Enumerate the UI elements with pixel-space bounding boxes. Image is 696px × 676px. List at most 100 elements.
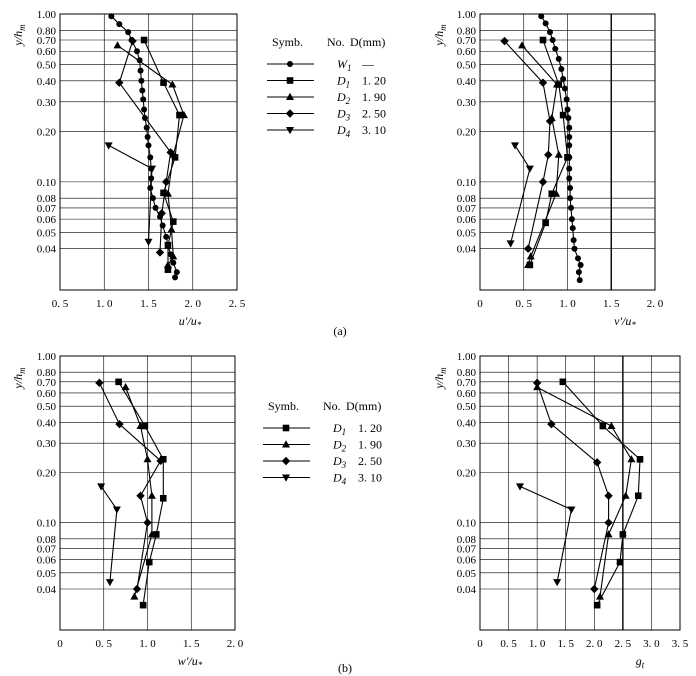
chart-b-left: 0 0. 5 1. 0 1. 5 2. 0 1.00 0.800.700.600.50 0.4… xyxy=(11,351,244,670)
legend-symbol-circle xyxy=(287,61,293,67)
caption-a: (a) xyxy=(333,324,346,338)
data-point-diamond xyxy=(95,378,104,388)
series-line xyxy=(504,40,551,249)
series-line xyxy=(125,387,153,597)
series-line xyxy=(519,485,573,583)
y-tick-label: 0.30 xyxy=(457,438,477,450)
data-point-diamond xyxy=(162,177,171,187)
legend-header-symb: Symb. xyxy=(272,35,303,49)
y-tick-label: 0.10 xyxy=(457,177,477,189)
data-point-triangle-up xyxy=(627,455,636,463)
x-axis-label: gt xyxy=(636,654,645,670)
data-point-circle xyxy=(576,277,583,284)
legend-value: 3. 10 xyxy=(358,471,382,485)
legend-symbol-triangle-up xyxy=(282,440,290,448)
x-tick-label: 1. 0 xyxy=(529,638,546,650)
data-point-circle xyxy=(564,106,571,113)
x-tick-label: 0 xyxy=(477,298,483,310)
data-point-diamond xyxy=(155,248,165,257)
series-line xyxy=(98,382,162,590)
legend-symbol-triangle-down xyxy=(282,474,290,482)
data-point-circle xyxy=(566,124,573,131)
legend-value: 2. 50 xyxy=(362,107,386,121)
data-point-triangle-up xyxy=(553,80,561,88)
y-axis-label: y/hm xyxy=(432,24,448,47)
data-point-circle xyxy=(568,216,575,223)
series-line xyxy=(536,386,632,597)
y-tick-label: 0.80 xyxy=(37,367,57,379)
y-tick-label: 0.04 xyxy=(37,244,57,256)
legend-series-name: D4 xyxy=(332,471,347,487)
y-tick-label: 0.04 xyxy=(457,244,477,256)
data-point-triangle-up xyxy=(518,41,526,49)
y-tick-label: 0.10 xyxy=(37,177,57,189)
x-tick-label: 0. 5 xyxy=(516,298,533,310)
data-point-triangle-up xyxy=(552,189,561,197)
y-tick-label: 0.05 xyxy=(37,568,57,580)
data-point-triangle-down xyxy=(105,579,114,587)
data-point-square xyxy=(140,36,148,44)
series-W1 xyxy=(538,13,584,284)
y-tick-label: 0.80 xyxy=(457,25,477,37)
y-tick-label: 0.04 xyxy=(37,584,57,596)
data-point-square xyxy=(564,154,571,161)
y-tick-label: 0.08 xyxy=(37,534,57,546)
legend-series-name: D4 xyxy=(336,123,351,139)
y-tick-label: 0.20 xyxy=(37,467,57,479)
chart-b-right: 0 0. 5 1. 0 1. 5 2. 0 2. 5 3. 0 3. 5 1.00 0.800.7… xyxy=(432,351,689,670)
legend-value: 2. 50 xyxy=(358,454,382,468)
data-point-triangle-up xyxy=(136,421,145,430)
data-point-circle xyxy=(566,142,573,149)
data-point-circle xyxy=(571,245,578,252)
data-point-circle xyxy=(147,154,154,161)
data-point-triangle-up xyxy=(143,455,152,463)
data-point-square xyxy=(159,495,167,502)
data-point-triangle-down xyxy=(506,240,515,248)
y-tick-label: 0.40 xyxy=(457,417,477,429)
y-tick-label: 0.30 xyxy=(37,438,57,450)
data-point-triangle-up xyxy=(524,260,533,268)
y-tick-label: 0.70 xyxy=(37,35,57,47)
y-tick-label: 0.70 xyxy=(457,377,477,389)
series-D1 xyxy=(559,378,644,609)
y-tick-label: 0.06 xyxy=(457,555,477,567)
data-point-circle xyxy=(147,184,154,191)
y-tick-label: 0.50 xyxy=(457,60,477,72)
data-point-circle xyxy=(542,20,549,27)
y-tick-label: 0.06 xyxy=(457,214,477,226)
legend-symbol-square xyxy=(286,77,294,84)
data-point-square xyxy=(634,492,642,500)
data-point-square xyxy=(160,79,167,86)
data-point-triangle-down xyxy=(112,506,121,514)
y-tick-label: 1.00 xyxy=(37,9,57,21)
x-tick-label: 2. 0 xyxy=(586,638,603,650)
data-point-triangle-down xyxy=(97,483,106,491)
data-point-triangle-up xyxy=(163,189,172,197)
x-tick-label: 1. 5 xyxy=(140,298,157,310)
data-point-triangle-up xyxy=(167,225,176,233)
x-tick-label: 0. 5 xyxy=(52,298,69,310)
legend-value: 1. 20 xyxy=(358,421,382,435)
legend-value: 3. 10 xyxy=(362,123,386,137)
data-point-square xyxy=(145,558,153,566)
series-D1 xyxy=(140,36,183,273)
data-point-triangle-down xyxy=(104,142,113,150)
data-point-circle xyxy=(138,77,145,84)
series-line xyxy=(143,39,181,270)
legend-value: 1. 20 xyxy=(362,74,386,88)
data-point-triangle-down xyxy=(553,579,562,587)
legend-symbol-triangle-down xyxy=(286,127,294,135)
series-D3 xyxy=(115,36,175,257)
series-line xyxy=(117,44,185,266)
data-point-diamond xyxy=(157,209,166,218)
series-D3 xyxy=(500,36,555,253)
data-point-triangle-up xyxy=(169,150,178,158)
y-tick-label: 0.50 xyxy=(37,401,57,413)
data-point-circle xyxy=(145,142,152,149)
x-tick-label: 1. 5 xyxy=(603,298,620,310)
data-point-circle xyxy=(555,55,562,62)
x-tick-label: 2. 5 xyxy=(229,298,246,310)
y-tick-label: 0.60 xyxy=(457,46,477,58)
data-point-square xyxy=(593,601,601,609)
